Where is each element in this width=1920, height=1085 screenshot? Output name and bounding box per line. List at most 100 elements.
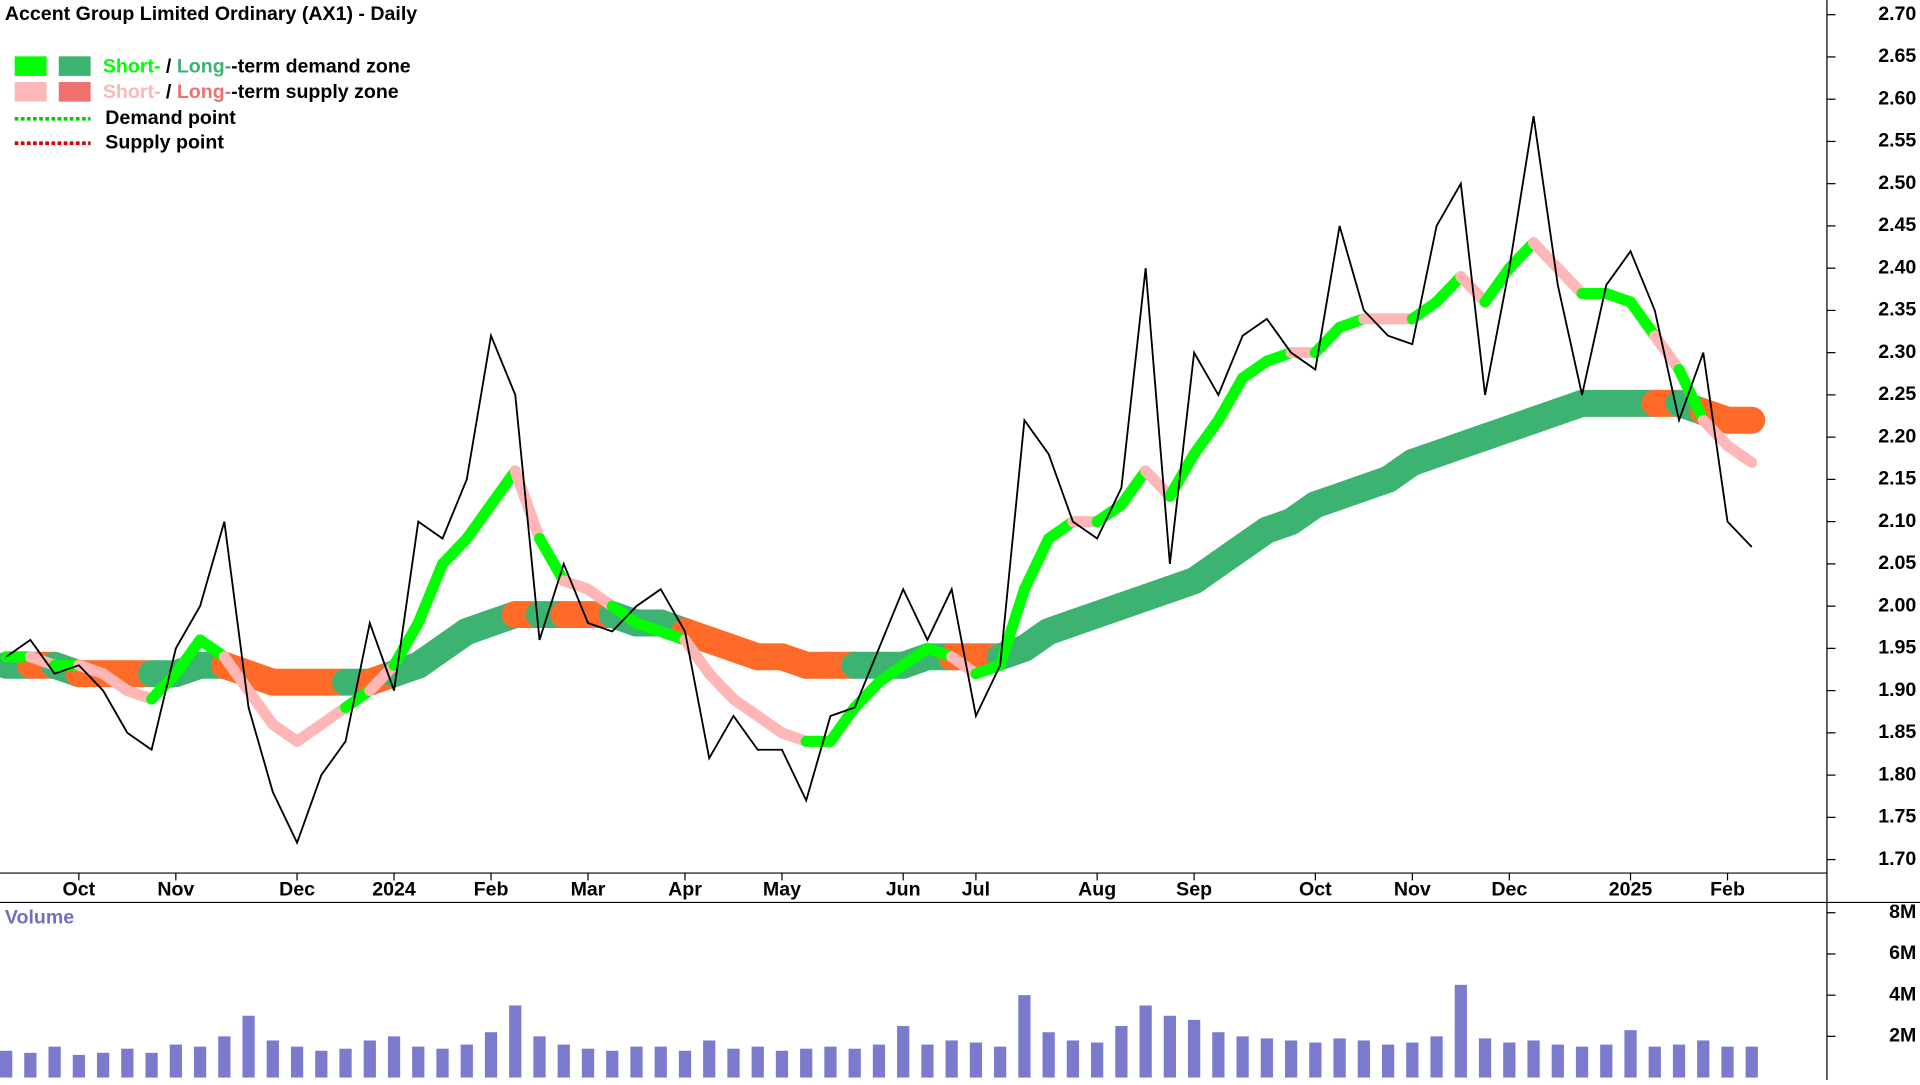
legend: Short- / Long--term demand zone Short- /… [14, 56, 411, 153]
volume-bar [48, 1046, 61, 1078]
zone-band [146, 668, 182, 705]
price-line [5, 115, 1753, 846]
volume-bar [1381, 1044, 1395, 1078]
zone-band [824, 701, 861, 747]
x-tick-label: Feb [474, 878, 509, 900]
volume-bar [1503, 1042, 1516, 1078]
volume-bar [581, 1048, 595, 1078]
zone-band [1115, 465, 1152, 511]
volume-bar [678, 1050, 692, 1078]
y-tick-label: 1.70 [1878, 848, 1916, 870]
volume-bar [921, 1044, 934, 1078]
zone-band [1503, 237, 1540, 274]
volume-bar [1042, 1032, 1055, 1078]
y-tick-label: 2.60 [1878, 87, 1916, 109]
y-tick-label: 1.90 [1878, 679, 1916, 701]
zones [0, 237, 1766, 747]
volume-bar [1091, 1042, 1104, 1078]
y-tick-label: 1.80 [1878, 763, 1916, 785]
volume-bar [1745, 1046, 1758, 1078]
zone-band [1431, 271, 1467, 308]
volume-bar [775, 1050, 789, 1078]
x-tick-label: 2025 [1609, 878, 1653, 900]
zone-band [1140, 465, 1176, 502]
volume-bar [533, 1036, 546, 1078]
volume-label: Volume [5, 907, 74, 929]
volume-bar [290, 1046, 304, 1078]
x-tick-label: Oct [1299, 878, 1332, 900]
volume-bar [460, 1044, 473, 1078]
y-tick-label: 1.85 [1878, 721, 1916, 743]
y-tick-label: 2.55 [1878, 130, 1916, 152]
volume-bar [1697, 1040, 1710, 1078]
volume-bar [1018, 995, 1031, 1078]
x-tick-label: Jul [962, 878, 990, 900]
legend-label: Short- / Long--term demand zone [103, 56, 411, 78]
volume-bar [606, 1050, 619, 1078]
volume-bar [872, 1044, 886, 1078]
volume-bar [1527, 1040, 1540, 1078]
legend-label: Short- / Long--term supply zone [103, 81, 399, 103]
volume-bar [1284, 1040, 1298, 1078]
volume-bar [630, 1046, 643, 1078]
volume-bar [557, 1044, 570, 1078]
volume-bar [242, 1015, 255, 1078]
y-tick-label: 2.20 [1878, 425, 1916, 447]
zone-band [1479, 262, 1515, 308]
volume-bar [169, 1044, 182, 1078]
x-tick-label: Dec [1491, 878, 1527, 900]
x-tick-label: Jun [886, 878, 921, 900]
zone-band [849, 676, 885, 714]
y-tick-label: 1.95 [1878, 637, 1916, 659]
volume-tick-label: 4M [1889, 983, 1916, 1005]
x-tick-label: Apr [668, 878, 702, 900]
volume-bar [412, 1046, 425, 1078]
volume-bar [994, 1046, 1007, 1078]
legend-swatch [14, 82, 47, 102]
volume-bar [1260, 1038, 1273, 1078]
volume-bar [727, 1048, 740, 1078]
volume-bar [96, 1052, 110, 1078]
zone-band [1528, 237, 1564, 274]
zone-band [1552, 262, 1588, 300]
volume-bar [1188, 1019, 1201, 1078]
zone-band [243, 685, 279, 730]
legend-swatch [14, 56, 47, 76]
y-tick-label: 2.45 [1878, 214, 1916, 236]
volume-bar [1309, 1042, 1322, 1078]
volume-bar [1672, 1044, 1686, 1078]
volume-bar [387, 1036, 401, 1078]
legend-label: Demand point [105, 107, 236, 129]
volume-bar [0, 1050, 13, 1078]
legend-swatch [58, 56, 91, 76]
x-tick-label: 2024 [372, 878, 416, 900]
volume-bar [24, 1052, 37, 1078]
volume-tick-label: 2M [1889, 1025, 1916, 1047]
zone-band [994, 583, 1030, 671]
volume-bar [1600, 1044, 1613, 1078]
zone-band [485, 465, 521, 511]
volume-bar [193, 1046, 207, 1078]
x-tick-label: May [763, 878, 801, 900]
volume-bar [1236, 1036, 1249, 1078]
zone-band [1673, 364, 1709, 426]
volume-bar [1551, 1044, 1564, 1078]
volume-bar [654, 1046, 667, 1078]
volume-bar [266, 1040, 279, 1078]
volume-bar [800, 1048, 813, 1078]
volume-bar [1430, 1036, 1443, 1078]
zone-band [1018, 533, 1055, 595]
x-tick-label: Nov [1394, 878, 1431, 900]
zone-band [218, 651, 255, 697]
volume-bar [945, 1040, 958, 1078]
zone-band [1649, 330, 1685, 376]
volume-bar [509, 1005, 522, 1078]
volume-bar [1478, 1038, 1492, 1078]
x-tick-label: Dec [279, 878, 315, 900]
y-tick-label: 2.15 [1878, 468, 1916, 490]
zone-band [1625, 296, 1661, 342]
zone-band [509, 465, 546, 545]
volume-bar [1406, 1042, 1419, 1078]
volume-bar [1212, 1032, 1225, 1078]
